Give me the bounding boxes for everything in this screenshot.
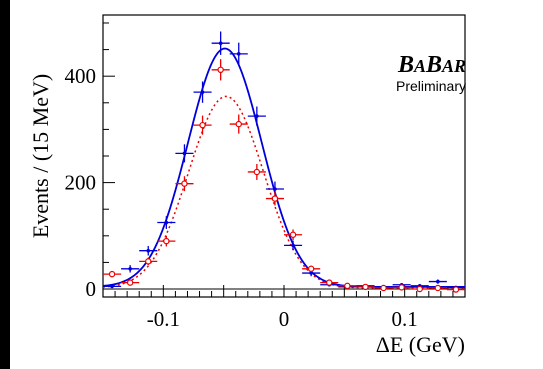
red-data-point: [356, 283, 375, 291]
blue-data-point: [175, 144, 194, 163]
red-data-point: [157, 235, 176, 247]
red-data-point: [139, 257, 158, 266]
blue-data-point: [121, 265, 140, 273]
red-data-point: [175, 176, 194, 192]
x-tick-label: 0: [279, 307, 290, 331]
red-data-point: [121, 279, 140, 286]
blue-data-point: [211, 31, 230, 55]
red-data-point: [374, 284, 393, 292]
red-data-point: [446, 286, 465, 293]
blue-data-point: [193, 81, 212, 103]
red-data-point: [338, 282, 357, 290]
red-data-point: [265, 191, 284, 206]
red-data-point: [392, 284, 411, 291]
red-data-point: [229, 114, 248, 134]
blue-data-point: [247, 106, 266, 126]
red-data-point: [284, 229, 303, 241]
fit-curve-red-dotted: [102, 95, 465, 289]
y-tick-label: 400: [65, 64, 97, 88]
preliminary-label: Preliminary: [396, 78, 466, 94]
logo-letter-b1: B: [397, 52, 414, 78]
x-tick-label: -0.1: [147, 307, 180, 331]
red-data-point: [302, 265, 321, 272]
data-points: [103, 31, 465, 293]
red-data-point: [193, 115, 212, 135]
plot-frame: -0.1 0 0.1 0 200 400 Events / (15 MeV) ΔE (G…: [10, 0, 543, 369]
logo-letter-a1: A: [413, 56, 426, 76]
red-data-point: [103, 270, 122, 278]
y-tick-label: 200: [65, 171, 97, 195]
x-axis-title: ΔE (GeV): [376, 332, 465, 357]
logo-letters-ar: AR: [441, 56, 466, 76]
blue-data-point: [284, 240, 303, 251]
red-data-point: [410, 285, 429, 293]
y-axis-title: Events / (15 MeV): [28, 74, 53, 238]
red-data-point: [247, 163, 266, 180]
red-data-point: [211, 59, 230, 81]
svg-text:BABAR: BABAR: [397, 52, 466, 78]
blue-data-point: [229, 42, 248, 66]
babar-logo: BABAR Preliminary: [396, 52, 466, 94]
y-tick-label: 0: [86, 277, 97, 301]
blue-data-point: [103, 284, 122, 289]
x-axis-ticks: -0.1 0 0.1: [102, 285, 466, 331]
x-tick-label: 0.1: [392, 307, 418, 331]
red-data-point: [428, 284, 447, 292]
blue-data-point: [157, 216, 176, 229]
blue-data-point: [428, 279, 447, 284]
red-data-point: [320, 279, 339, 286]
blue-data-point: [139, 245, 158, 256]
y-axis-ticks: 0 200 400: [65, 22, 115, 301]
chart: -0.1 0 0.1 0 200 400 Events / (15 MeV) ΔE (G…: [28, 14, 466, 357]
logo-letter-b2: B: [425, 52, 442, 78]
